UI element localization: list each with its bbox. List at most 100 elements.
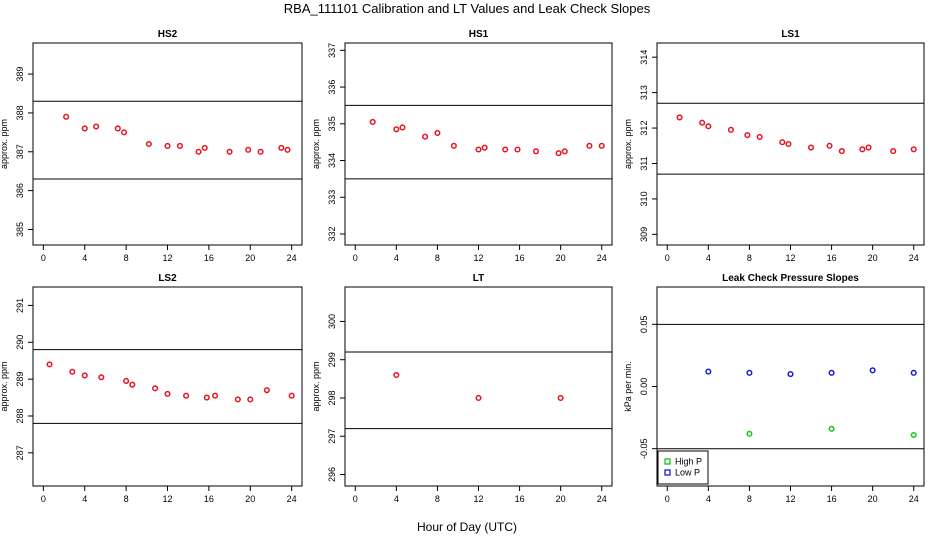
x-tick-label: 24 <box>909 494 919 504</box>
data-point <box>284 146 291 153</box>
data-point <box>164 142 171 149</box>
data-point <box>746 430 753 437</box>
panel-title: HS1 <box>469 29 489 40</box>
panel-6: Leak Check Pressure Slopes kPa per min. 0 4… <box>623 273 925 504</box>
x-tick-label: 16 <box>515 253 525 263</box>
x-tick-label: 0 <box>665 253 670 263</box>
plot-frame <box>344 42 613 246</box>
x-tick-label: 8 <box>124 494 129 504</box>
x-tick-label: 24 <box>909 253 919 263</box>
y-tick-label: 310 <box>639 191 649 206</box>
panels: HS2 approx. ppm 0 4 8 12 16 20 24 385 386 387 388 389… <box>0 29 925 504</box>
y-axis-label: approx. ppm <box>0 119 9 169</box>
y-tick-label: 287 <box>15 445 25 460</box>
x-tick-label: 0 <box>41 494 46 504</box>
panel-2: HS1 approx. ppm 0 4 8 12 16 20 24 332 333 334 335 336… <box>311 29 613 263</box>
y-tick-label: 387 <box>15 144 25 159</box>
y-tick-label: 289 <box>15 372 25 387</box>
y-axis-label: approx. ppm <box>311 361 321 411</box>
x-tick-label: 8 <box>747 253 752 263</box>
data-point <box>164 390 171 397</box>
data-point <box>859 146 866 153</box>
y-tick-label: 299 <box>327 352 337 367</box>
x-tick-label: 12 <box>162 494 172 504</box>
data-point <box>81 125 88 132</box>
data-point <box>475 146 482 153</box>
data-point <box>226 148 233 155</box>
data-point <box>910 369 917 376</box>
data-point <box>756 133 763 140</box>
legend-label: High P <box>675 457 702 467</box>
data-point <box>869 367 876 374</box>
x-tick-label: 16 <box>827 494 837 504</box>
data-point <box>450 142 457 149</box>
data-point <box>727 126 734 133</box>
x-tick-label: 4 <box>394 253 399 263</box>
data-point <box>145 140 152 148</box>
y-tick-label: 389 <box>15 67 25 82</box>
x-tick-label: 16 <box>515 494 525 504</box>
data-point <box>120 129 128 136</box>
x-tick-label: 0 <box>41 253 46 263</box>
data-point <box>81 372 88 379</box>
y-tick-label: 291 <box>15 298 25 313</box>
y-tick-label: 290 <box>15 335 25 350</box>
data-point <box>557 394 564 402</box>
data-point <box>699 119 706 126</box>
x-tick-label: 20 <box>245 253 255 263</box>
data-point <box>263 387 270 394</box>
data-point <box>532 148 540 155</box>
x-tick-label: 20 <box>868 253 878 263</box>
x-tick-label: 4 <box>82 494 87 504</box>
data-point <box>705 123 712 130</box>
data-point <box>93 123 100 130</box>
x-tick-label: 8 <box>747 494 752 504</box>
data-point <box>98 374 105 381</box>
data-point <box>838 148 845 155</box>
plot-frame <box>32 286 303 487</box>
data-point <box>787 371 794 378</box>
data-point <box>245 146 252 153</box>
data-point <box>69 368 76 375</box>
legend-label: Low P <box>675 468 700 478</box>
data-point <box>393 126 400 133</box>
legend-marker <box>664 469 671 476</box>
x-tick-label: 4 <box>82 253 87 263</box>
data-point <box>393 371 400 379</box>
data-point <box>129 381 136 388</box>
data-point <box>502 146 509 153</box>
x-tick-label: 12 <box>162 253 172 263</box>
data-point <box>746 369 753 376</box>
y-tick-label: 332 <box>327 226 337 241</box>
data-point <box>475 394 482 402</box>
y-tick-label: 336 <box>327 80 337 95</box>
data-point <box>785 140 792 148</box>
y-tick-label: 335 <box>327 116 337 131</box>
data-point <box>744 132 751 139</box>
panel-1: HS2 approx. ppm 0 4 8 12 16 20 24 385 386 387 388 389 <box>0 29 303 263</box>
panel-3: LS1 approx. ppm 0 4 8 12 16 20 24 309 310 311 312 313… <box>623 29 925 263</box>
data-point <box>561 148 568 155</box>
data-point <box>63 113 70 120</box>
plot-frame <box>344 286 613 487</box>
legend-marker <box>664 458 671 465</box>
data-point <box>183 392 190 399</box>
y-tick-label: 386 <box>15 183 25 198</box>
data-point <box>598 142 605 149</box>
data-point <box>399 124 406 131</box>
x-tick-label: 12 <box>473 253 483 263</box>
y-tick-label: 388 <box>15 105 25 120</box>
y-tick-label: 337 <box>327 43 337 58</box>
x-tick-label: 0 <box>353 253 358 263</box>
data-point <box>152 385 159 392</box>
y-tick-label: 0.00 <box>639 378 649 396</box>
figure-xlabel: Hour of Day (UTC) <box>417 520 517 534</box>
data-point <box>114 125 121 132</box>
y-tick-label: 385 <box>15 222 25 237</box>
data-point <box>910 431 917 439</box>
y-tick-label: 298 <box>327 390 337 405</box>
x-tick-label: 4 <box>706 494 711 504</box>
x-tick-label: 20 <box>245 494 255 504</box>
data-point <box>176 142 183 149</box>
